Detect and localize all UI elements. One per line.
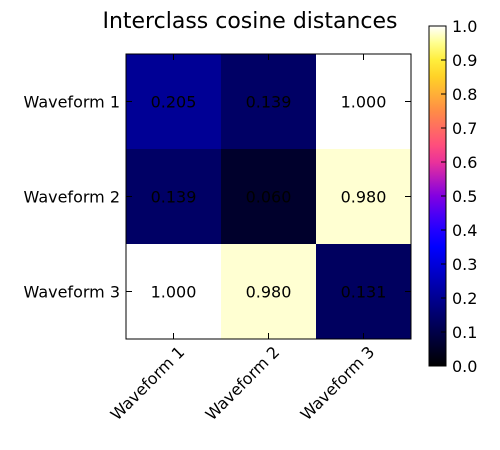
cell-value-label: 0.060 xyxy=(246,188,292,207)
x-tick-labels: Waveform 1 Waveform 2 Waveform 3 xyxy=(107,342,379,424)
cell-value-label: 0.205 xyxy=(151,93,197,112)
y-tick-label: Waveform 3 xyxy=(24,283,120,302)
chart-title: Interclass cosine distances xyxy=(102,9,397,34)
cell-value-label: 1.000 xyxy=(151,283,197,302)
y-tick-labels: Waveform 1 Waveform 2 Waveform 3 xyxy=(24,93,120,302)
heatmap-cell xyxy=(221,54,316,149)
x-tick-label: Waveform 2 xyxy=(202,342,284,424)
heatmap-cells xyxy=(126,54,411,339)
heatmap-cell xyxy=(316,149,411,244)
y-tick-label: Waveform 2 xyxy=(24,188,120,207)
x-tick-label: Waveform 1 xyxy=(107,342,189,424)
cell-value-label: 0.139 xyxy=(246,93,292,112)
colorbar-tick-label: 0.0 xyxy=(452,357,477,376)
heatmap-cell xyxy=(126,244,221,339)
heatmap-cell xyxy=(126,149,221,244)
colorbar-tick-label: 0.8 xyxy=(452,85,477,104)
cell-value-label: 1.000 xyxy=(341,93,387,112)
heatmap-cell xyxy=(316,54,411,149)
colorbar-tick-label: 0.9 xyxy=(452,51,477,70)
cell-value-labels: 0.205 0.139 1.000 0.139 0.060 0.980 1.000 0.980… xyxy=(151,93,387,302)
heatmap-cell xyxy=(221,149,316,244)
heatmap-cell xyxy=(221,244,316,339)
colorbar-ticks: 0.0 0.1 0.2 0.3 0.4 0.5 0.6 0.7 0.8 0.9 1.0 xyxy=(441,17,477,376)
colorbar-tick-label: 0.7 xyxy=(452,119,477,138)
colorbar-tick-label: 0.5 xyxy=(452,187,477,206)
cell-value-label: 0.139 xyxy=(151,188,197,207)
heatmap-cell xyxy=(126,54,221,149)
axis-ticks xyxy=(126,54,411,339)
y-tick-label: Waveform 1 xyxy=(24,93,120,112)
colorbar-tick-label: 0.3 xyxy=(452,255,477,274)
colorbar-tick-label: 0.4 xyxy=(452,221,477,240)
cell-value-label: 0.131 xyxy=(341,283,387,302)
x-tick-label: Waveform 3 xyxy=(297,342,379,424)
cell-value-label: 0.980 xyxy=(341,188,387,207)
cell-value-label: 0.980 xyxy=(246,283,292,302)
colorbar-tick-label: 0.1 xyxy=(452,323,477,342)
colorbar-tick-label: 0.2 xyxy=(452,289,477,308)
heatmap-cell xyxy=(316,244,411,339)
colorbar-tick-label: 1.0 xyxy=(452,17,477,36)
colorbar-tick-label: 0.6 xyxy=(452,153,477,172)
